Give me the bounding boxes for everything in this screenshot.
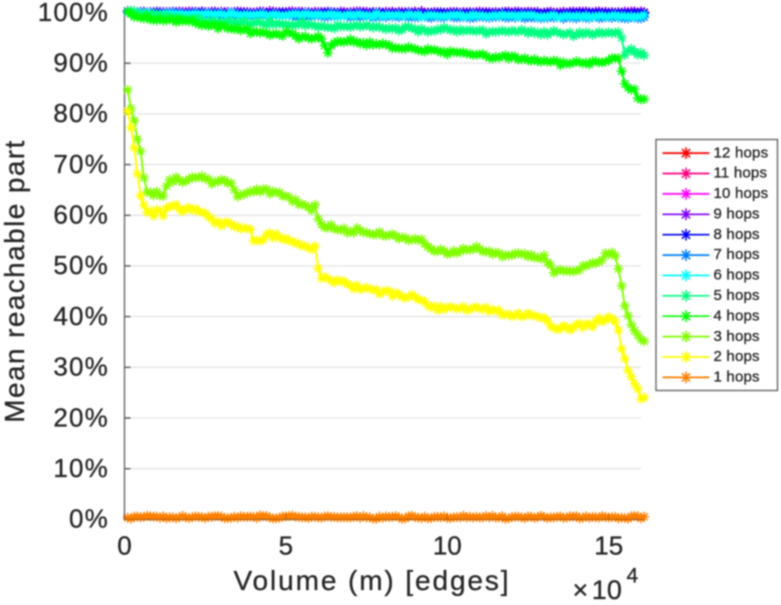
- svg-text:4: 4: [627, 565, 639, 588]
- svg-text:90%: 90%: [53, 48, 109, 78]
- svg-text:8 hops: 8 hops: [714, 226, 760, 243]
- svg-text:11 hops: 11 hops: [714, 165, 768, 182]
- svg-text:7 hops: 7 hops: [714, 246, 760, 263]
- svg-text:10 hops: 10 hops: [714, 185, 769, 202]
- svg-text:0: 0: [117, 531, 131, 561]
- svg-text:50%: 50%: [53, 250, 109, 280]
- svg-text:9 hops: 9 hops: [714, 206, 760, 223]
- svg-text:6 hops: 6 hops: [714, 267, 760, 284]
- svg-text:40%: 40%: [53, 301, 109, 331]
- svg-text:60%: 60%: [53, 200, 109, 230]
- svg-text:12 hops: 12 hops: [714, 144, 769, 161]
- svg-text:Volume (m) [edges]: Volume (m) [edges]: [234, 565, 511, 596]
- svg-text:5: 5: [279, 531, 293, 561]
- svg-text:2 hops: 2 hops: [714, 348, 760, 365]
- svg-text:20%: 20%: [53, 402, 109, 432]
- svg-text:Mean reachable part: Mean reachable part: [0, 139, 30, 422]
- svg-text:10%: 10%: [53, 453, 109, 483]
- svg-text:5 hops: 5 hops: [714, 287, 760, 304]
- svg-text:1 hops: 1 hops: [714, 369, 760, 386]
- svg-text:4 hops: 4 hops: [714, 307, 760, 324]
- svg-text:80%: 80%: [53, 98, 109, 128]
- svg-text:100%: 100%: [38, 0, 109, 27]
- svg-text:10: 10: [433, 531, 462, 561]
- svg-text:3 hops: 3 hops: [714, 328, 760, 345]
- svg-text:0%: 0%: [69, 504, 109, 534]
- svg-text:×: ×: [573, 575, 589, 600]
- svg-text:30%: 30%: [53, 352, 109, 382]
- svg-text:10: 10: [592, 575, 622, 600]
- svg-text:70%: 70%: [53, 149, 109, 179]
- svg-text:15: 15: [594, 531, 623, 561]
